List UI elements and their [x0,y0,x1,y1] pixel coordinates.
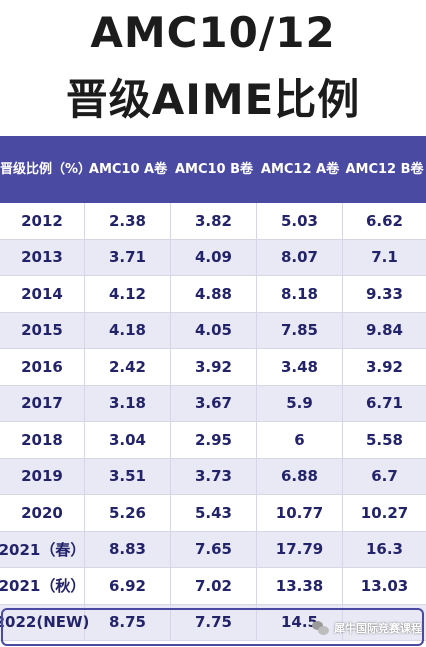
row-2022-highlight [1,608,424,646]
table-row: 2021（秋） 6.92 7.02 13.38 13.03 [0,568,426,605]
row-value-cell: 3.51 [85,458,171,495]
row-value-cell: 17.79 [257,531,343,568]
row-value-cell: 6.71 [343,386,426,422]
row-value-cell: 16.3 [343,532,426,568]
row-value-cell: 3.92 [171,349,257,386]
row-year-cell: 2014 [0,276,85,313]
row-year-cell: 2019 [0,458,85,495]
header-cell-amc10b: AMC10 B卷 [174,162,254,177]
table-row: 2013 3.71 4.09 8.07 7.1 [0,239,426,276]
row-year-cell: 2015 [0,312,85,349]
row-year-cell: 2021（春） [0,531,85,568]
row-value-cell: 8.83 [85,531,171,568]
row-value-cell: 7.65 [171,531,257,568]
row-year-cell: 2013 [0,239,85,276]
row-value-cell: 5.58 [343,422,426,459]
row-value-cell: 7.85 [257,312,343,349]
header-cell-rate: 晋级比例（%） [0,162,92,177]
row-value-cell: 10.27 [343,495,426,532]
row-value-cell: 13.38 [257,568,343,605]
row-value-cell: 5.43 [171,495,257,532]
row-value-cell: 3.73 [171,458,257,495]
row-year-cell: 2021（秋） [0,568,85,605]
page-title: AMC10/12 [90,8,336,57]
row-value-cell: 6.62 [343,203,426,240]
row-year-cell: 2020 [0,495,85,532]
row-value-cell [343,605,426,641]
table-row: 2016 2.42 3.92 3.48 3.92 [0,349,426,386]
row-value-cell: 2.38 [85,203,171,240]
row-year-cell: 2017 [0,385,85,422]
row-year-cell: 2016 [0,349,85,386]
row-value-cell: 14.5 [257,604,343,641]
row-value-cell: 3.92 [343,349,426,386]
row-value-cell: 10.77 [257,495,343,532]
row-value-cell: 8.75 [85,604,171,641]
row-value-cell: 8.18 [257,276,343,313]
row-value-cell: 6 [257,422,343,459]
row-value-cell: 4.12 [85,276,171,313]
row-value-cell: 3.18 [85,385,171,422]
table-row: 2021（春） 8.83 7.65 17.79 16.3 [0,531,426,568]
row-value-cell: 8.07 [257,239,343,276]
row-value-cell: 3.67 [171,385,257,422]
table-row: 2014 4.12 4.88 8.18 9.33 [0,276,426,313]
row-value-cell: 3.82 [171,203,257,240]
row-year-cell: 2018 [0,422,85,459]
row-value-cell: 6.88 [257,458,343,495]
title-banner: AMC10/12 晋级AIME比例 [0,0,426,136]
row-value-cell: 13.03 [343,568,426,605]
table-row: 2022(NEW) 8.75 7.75 14.5 [0,604,426,641]
table-row: 2019 3.51 3.73 6.88 6.7 [0,458,426,495]
row-year-cell: 2022(NEW) [0,604,89,641]
row-value-cell: 7.02 [171,568,257,605]
row-value-cell: 2.42 [85,349,171,386]
row-value-cell: 3.71 [85,239,171,276]
row-value-cell: 7.75 [171,604,257,641]
row-value-cell: 6.92 [85,568,171,605]
row-value-cell: 6.7 [343,459,426,495]
table-header-row: 晋级比例（%） AMC10 A卷 AMC10 B卷 AMC12 A卷 AMC12… [0,136,426,203]
row-value-cell: 4.88 [171,276,257,313]
header-cell-amc10a: AMC10 A卷 [88,162,168,177]
row-value-cell: 7.1 [343,240,426,276]
table-row: 2020 5.26 5.43 10.77 10.27 [0,495,426,532]
row-value-cell: 5.26 [85,495,171,532]
table-row: 2017 3.18 3.67 5.9 6.71 [0,385,426,422]
table-row: 2015 4.18 4.05 7.85 9.84 [0,312,426,349]
row-value-cell: 3.04 [85,422,171,459]
wechat-icon [312,621,330,635]
row-value-cell: 5.03 [257,203,343,240]
row-value-cell: 9.84 [343,313,426,349]
row-value-cell: 5.9 [257,385,343,422]
row-value-cell: 3.48 [257,349,343,386]
row-value-cell: 4.09 [171,239,257,276]
watermark: 犀牛国际竞赛课程 [312,619,422,637]
row-value-cell: 4.05 [171,312,257,349]
header-cell-amc12a: AMC12 A卷 [260,162,340,177]
table-row: 2018 3.04 2.95 6 5.58 [0,422,426,459]
table-row: 2012 2.38 3.82 5.03 6.62 [0,203,426,240]
row-value-cell: 2.95 [171,422,257,459]
row-value-cell: 9.33 [343,276,426,313]
page-subtitle: 晋级AIME比例 [65,75,361,124]
row-year-cell: 2012 [0,203,85,240]
row-value-cell: 4.18 [85,312,171,349]
header-cell-amc12b: AMC12 B卷 [345,162,424,177]
watermark-text: 犀牛国际竞赛课程 [334,622,422,635]
